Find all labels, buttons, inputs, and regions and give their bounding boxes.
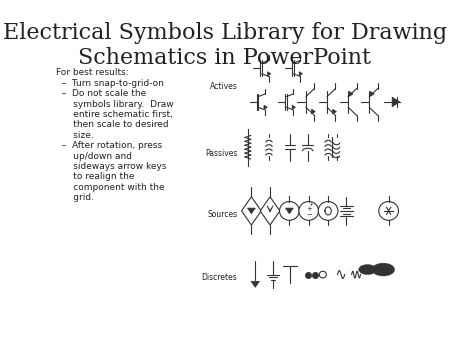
Polygon shape bbox=[285, 208, 293, 214]
Polygon shape bbox=[299, 72, 302, 76]
Polygon shape bbox=[349, 92, 353, 96]
Text: +: + bbox=[308, 202, 313, 207]
Text: Sources: Sources bbox=[207, 210, 237, 219]
Text: For best results:
  –  Turn snap-to-grid-on
  –  Do not scale the
      symbols : For best results: – Turn snap-to-grid-on… bbox=[56, 68, 174, 202]
Polygon shape bbox=[251, 281, 260, 287]
Text: Discretes: Discretes bbox=[202, 273, 237, 283]
Polygon shape bbox=[264, 105, 267, 110]
Ellipse shape bbox=[372, 263, 395, 276]
Circle shape bbox=[318, 201, 338, 220]
Polygon shape bbox=[333, 109, 337, 114]
Text: +: + bbox=[306, 206, 312, 212]
Circle shape bbox=[279, 201, 299, 220]
Text: Actives: Actives bbox=[210, 82, 237, 91]
Text: Passives: Passives bbox=[205, 149, 237, 159]
Text: Electrical Symbols Library for Drawing
Schematics in PowerPoint: Electrical Symbols Library for Drawing S… bbox=[3, 22, 447, 69]
Polygon shape bbox=[267, 72, 271, 76]
Polygon shape bbox=[392, 97, 400, 107]
Circle shape bbox=[379, 201, 398, 220]
Polygon shape bbox=[260, 197, 280, 225]
Text: −: − bbox=[306, 212, 312, 218]
Polygon shape bbox=[248, 208, 255, 214]
Polygon shape bbox=[370, 92, 374, 96]
Polygon shape bbox=[242, 197, 261, 225]
Circle shape bbox=[299, 201, 319, 220]
Polygon shape bbox=[292, 105, 296, 110]
Polygon shape bbox=[311, 109, 315, 114]
Ellipse shape bbox=[359, 265, 376, 274]
